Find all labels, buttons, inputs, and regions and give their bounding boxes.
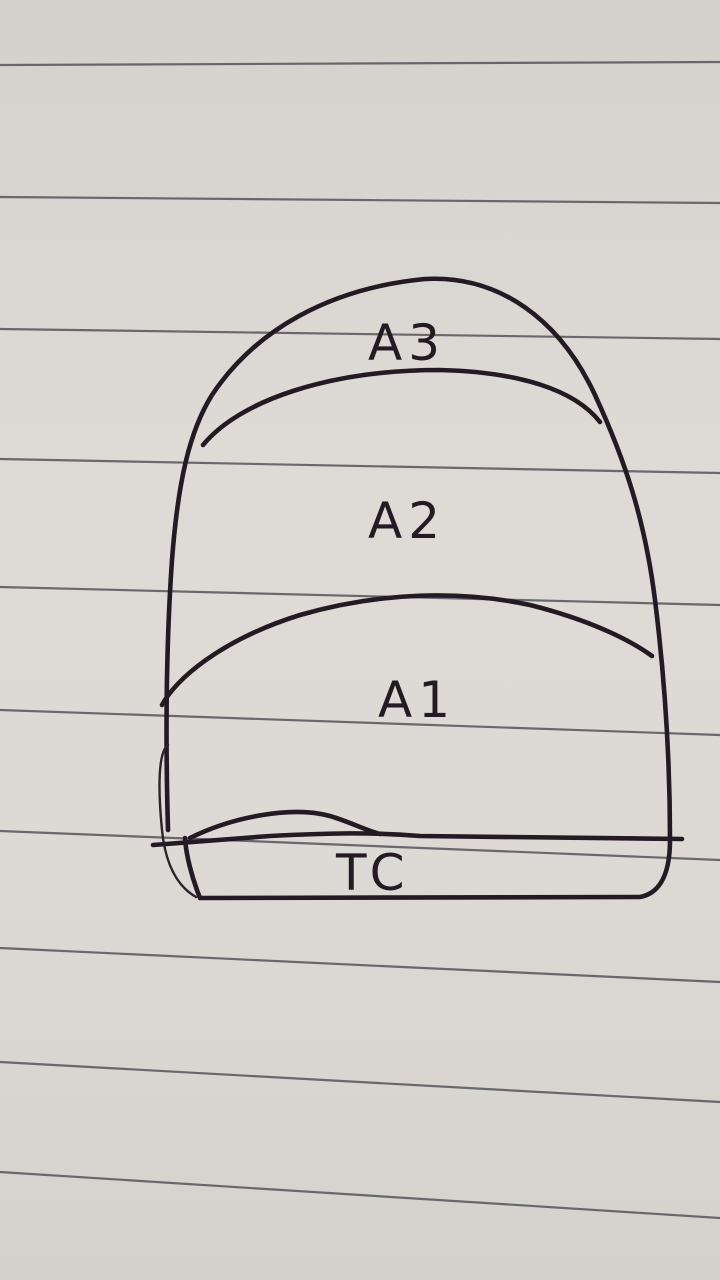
label-a2: A2 xyxy=(368,492,446,550)
label-tc: TC xyxy=(335,844,411,902)
ruled-line xyxy=(0,946,720,984)
label-a1: A1 xyxy=(378,671,456,729)
arc-a2-a1 xyxy=(159,593,655,708)
ruled-line xyxy=(0,60,720,67)
ruled-line xyxy=(0,1170,720,1220)
ruled-line xyxy=(0,195,720,205)
arc-a3-a2 xyxy=(200,367,603,448)
ruled-line xyxy=(0,708,720,737)
ruled-lines xyxy=(0,60,720,1220)
ruled-line xyxy=(0,457,720,475)
label-a3: A3 xyxy=(368,314,446,372)
ruled-line xyxy=(0,1060,720,1104)
ruled-line xyxy=(0,829,720,862)
baseline-bump xyxy=(187,809,383,841)
tc-baseline xyxy=(150,831,685,848)
left-edge-stroke xyxy=(158,743,198,899)
ruled-line xyxy=(0,327,720,341)
ruled-line xyxy=(0,585,720,607)
hand-drawn-shape xyxy=(150,276,685,901)
